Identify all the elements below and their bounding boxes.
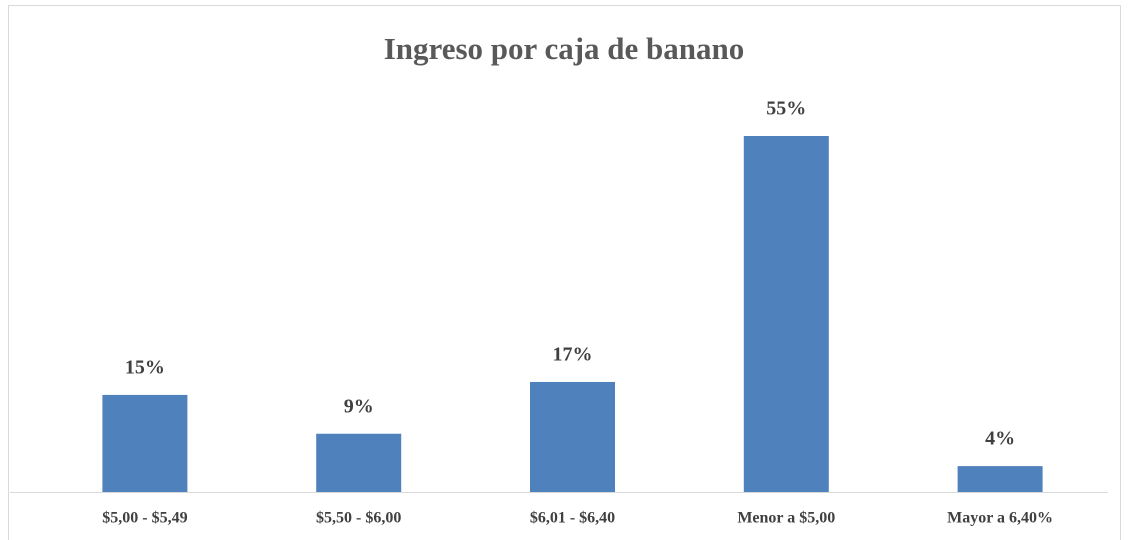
x-tick-label: Menor a $5,00	[737, 510, 835, 527]
bar	[743, 136, 829, 492]
chart-title: Ingreso por caja de banano	[384, 31, 745, 66]
bar	[316, 433, 402, 492]
bar	[530, 381, 615, 492]
data-label: 4%	[985, 428, 1015, 450]
data-label: 15%	[125, 357, 165, 379]
data-label: 9%	[344, 395, 374, 417]
x-tick-label: $6,01 - $6,40	[530, 510, 615, 527]
bar	[957, 466, 1043, 492]
data-label: 17%	[553, 344, 593, 366]
chart-border	[8, 5, 1121, 540]
bar	[102, 394, 188, 492]
x-tick-label: $5,00 - $5,49	[102, 510, 187, 527]
x-tick-label: Mayor a 6,40%	[947, 510, 1053, 527]
x-tick-label: $5,50 - $6,00	[316, 510, 401, 527]
data-label: 55%	[766, 98, 806, 120]
